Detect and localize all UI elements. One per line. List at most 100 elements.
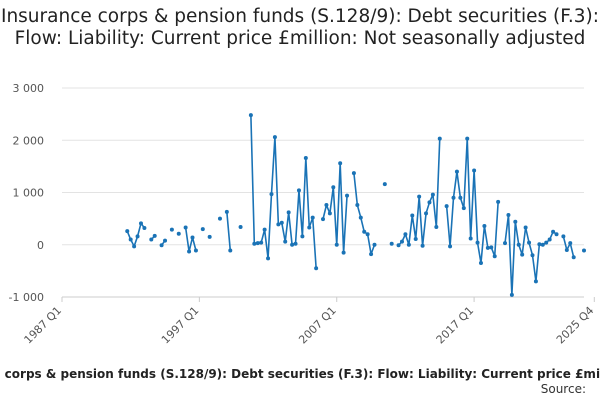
data-point xyxy=(362,229,367,234)
data-point xyxy=(506,212,511,217)
data-point xyxy=(509,292,514,297)
data-point xyxy=(290,242,295,247)
source-label: Source: xyxy=(540,382,586,396)
data-point xyxy=(369,252,374,257)
data-point xyxy=(513,219,518,224)
data-point xyxy=(138,221,143,226)
data-point xyxy=(533,279,538,284)
data-point xyxy=(410,213,415,218)
data-point xyxy=(475,240,480,245)
data-point xyxy=(482,223,487,228)
data-point xyxy=(444,204,449,209)
data-point xyxy=(207,234,212,239)
data-point xyxy=(465,136,470,141)
data-point xyxy=(345,193,350,198)
data-point xyxy=(187,249,192,254)
data-point xyxy=(582,248,586,253)
data-point xyxy=(169,227,174,232)
y-tick-label: 1 000 xyxy=(13,187,45,200)
data-point xyxy=(547,237,552,242)
data-point xyxy=(399,239,404,244)
data-point xyxy=(272,135,277,140)
data-point xyxy=(266,256,271,261)
series-line xyxy=(562,236,575,258)
data-point xyxy=(341,250,346,255)
data-point xyxy=(564,247,569,252)
data-point xyxy=(321,217,325,222)
data-point xyxy=(351,171,356,176)
data-point xyxy=(530,253,535,258)
data-point xyxy=(238,224,243,229)
data-point xyxy=(279,220,284,225)
data-point xyxy=(200,227,205,232)
data-point xyxy=(217,216,222,221)
data-point xyxy=(568,241,573,246)
series-line xyxy=(184,227,197,253)
x-tick-label: 2017 Q1 xyxy=(434,304,477,347)
data-point xyxy=(142,226,147,231)
data-point xyxy=(571,255,576,260)
data-point xyxy=(503,241,508,246)
chart-title: Insurance corps & pension funds (S.128/9… xyxy=(0,6,600,49)
legend: Insurance corps & pension funds (S.128/9… xyxy=(0,367,600,385)
legend-label: Insurance corps & pension funds (S.128/9… xyxy=(0,367,600,381)
data-point xyxy=(372,242,377,247)
x-tick-label: 2007 Q1 xyxy=(296,304,339,347)
series-line xyxy=(504,214,558,296)
data-point xyxy=(520,252,525,257)
data-point xyxy=(424,211,429,216)
data-point xyxy=(489,245,494,250)
data-point xyxy=(293,241,298,246)
data-point xyxy=(190,235,195,240)
y-tick-label: -1 000 xyxy=(9,291,44,304)
data-point xyxy=(262,227,267,232)
data-point xyxy=(358,215,363,220)
data-point xyxy=(176,231,181,236)
data-point xyxy=(132,244,137,249)
data-point xyxy=(540,242,545,247)
series-line xyxy=(126,222,146,248)
data-point xyxy=(365,232,370,237)
data-point xyxy=(468,236,473,241)
data-point xyxy=(159,243,164,248)
data-point xyxy=(451,195,456,200)
series-line xyxy=(226,211,232,251)
data-point xyxy=(228,248,233,253)
data-point xyxy=(434,224,439,229)
data-point xyxy=(149,237,154,242)
data-point xyxy=(286,210,291,215)
data-point xyxy=(420,243,425,248)
data-point xyxy=(413,237,418,241)
data-point xyxy=(544,240,549,245)
data-point xyxy=(430,192,435,197)
data-point xyxy=(327,211,332,216)
data-point xyxy=(472,168,477,173)
gridlines xyxy=(62,87,584,298)
data-point xyxy=(269,192,274,197)
data-point xyxy=(516,242,521,247)
series-line xyxy=(250,115,317,269)
data-point xyxy=(496,199,501,204)
data-point xyxy=(276,222,281,227)
data-point xyxy=(252,241,257,246)
data-point xyxy=(437,136,442,141)
data-point xyxy=(307,225,312,230)
data-point xyxy=(300,234,305,239)
data-point xyxy=(561,234,566,239)
data-point xyxy=(135,234,140,239)
data-point xyxy=(403,232,408,237)
data-point xyxy=(537,242,542,247)
x-tick-label: 1987 Q1 xyxy=(22,304,65,347)
data-point xyxy=(492,254,497,259)
data-point xyxy=(406,242,411,247)
y-tick-label: 2 000 xyxy=(13,134,45,147)
data-point xyxy=(461,206,466,211)
data-point xyxy=(248,113,253,118)
data-point xyxy=(417,194,422,199)
x-tick-label: 1997 Q1 xyxy=(159,304,202,347)
data-point xyxy=(523,225,528,230)
series-group xyxy=(125,113,586,297)
data-point xyxy=(458,195,463,200)
data-point xyxy=(355,203,360,208)
data-point xyxy=(389,241,394,246)
